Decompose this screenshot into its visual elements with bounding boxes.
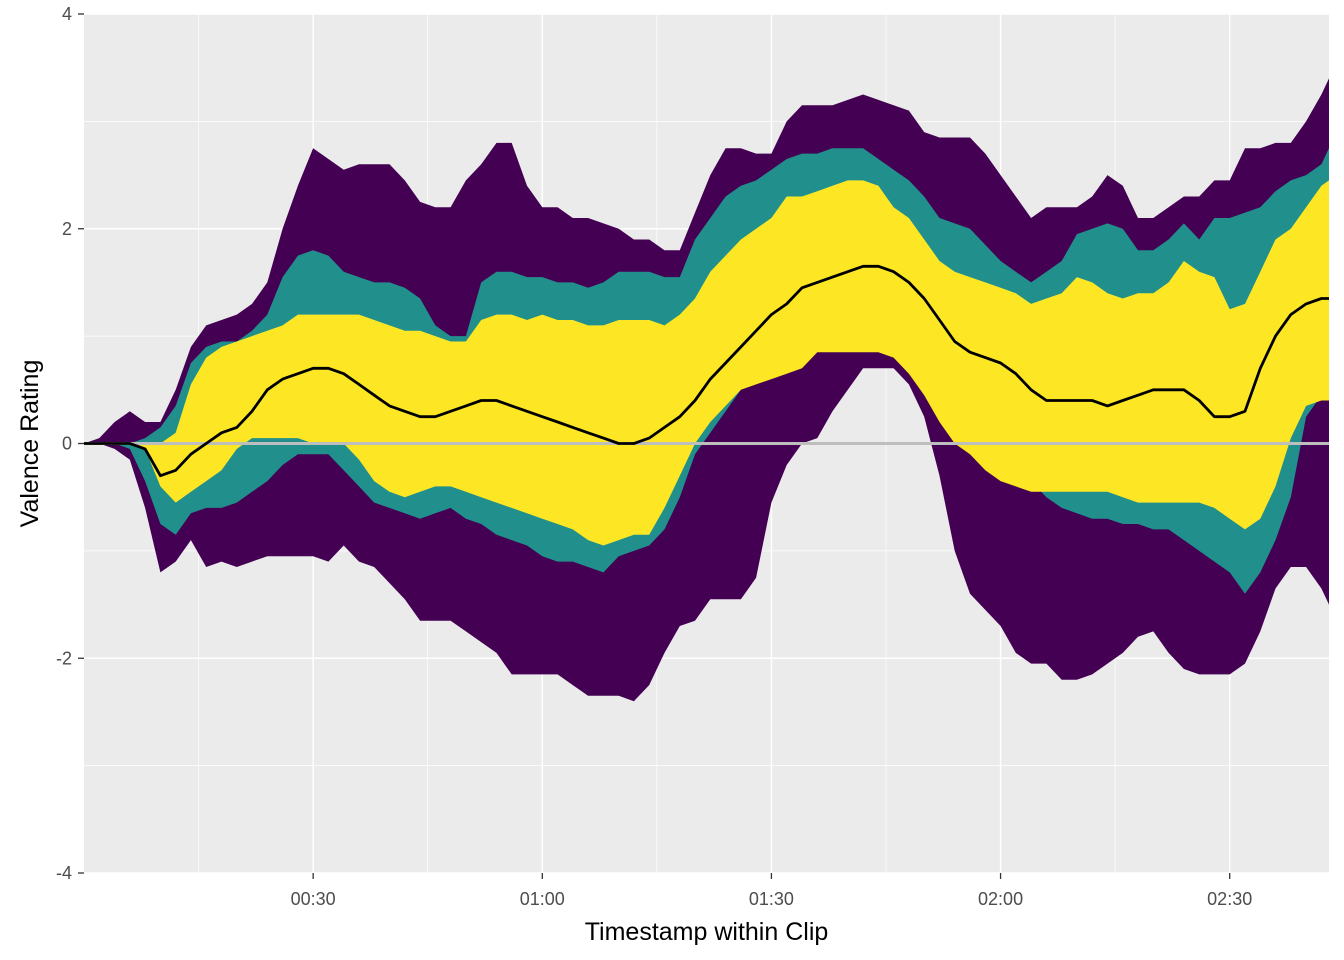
x-tick-label: 01:30 (749, 889, 794, 909)
y-tick-label: -2 (56, 648, 72, 668)
x-tick-label: 00:30 (291, 889, 336, 909)
x-tick-label: 02:00 (978, 889, 1023, 909)
y-tick-label: 0 (62, 434, 72, 454)
x-tick-label: 02:30 (1207, 889, 1252, 909)
tick-labels: 00:30 01:00 01:30 02:00 02:30 -4 -2 0 2 4 (56, 4, 1252, 909)
x-axis-title: Timestamp within Clip (585, 918, 829, 946)
data-bands (84, 78, 1329, 702)
x-tick-label: 01:00 (520, 889, 565, 909)
y-axis-title: Valence Rating (16, 360, 44, 528)
series-line-median (84, 264, 1329, 478)
axis-ticks (78, 13, 1231, 879)
y-tick-label: 4 (62, 4, 72, 24)
y-tick-label: 2 (62, 219, 72, 239)
band-yellow (84, 180, 1329, 546)
y-tick-label: -4 (56, 863, 72, 883)
